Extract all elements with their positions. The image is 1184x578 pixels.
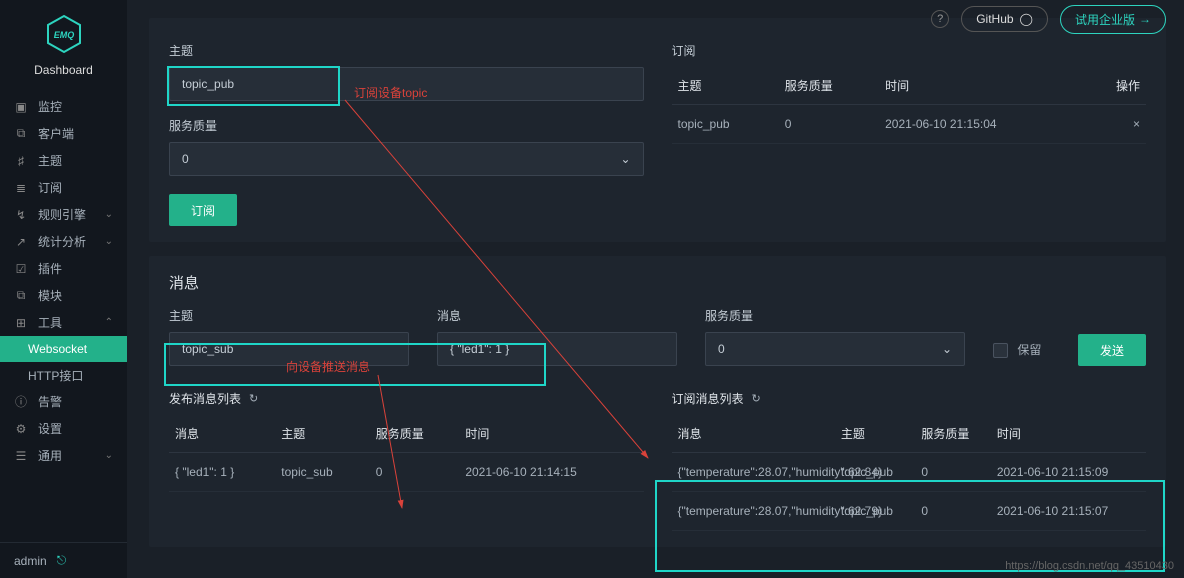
refresh-icon[interactable]: ↻ [249,392,258,405]
subscriptions-table: 主题 服务质量 时间 操作 topic_pub 0 2021-06-10 21:… [672,67,1147,144]
message-panel: 消息 主题 消息 服务质量 0⌄ 保留 发送 发 [149,256,1166,547]
message-body-input[interactable] [437,332,677,366]
th-time: 时间 [879,67,1086,105]
nav-alerts[interactable]: ⓘ告警 [0,388,127,415]
nav-monitoring[interactable]: ▣监控 [0,93,127,120]
table-row: {"temperature":28.07,"humidity":62.79} t… [672,492,1147,531]
topbar: ? GitHub ◯ 试用企业版 → [913,0,1184,38]
topics-icon: ♯ [14,154,28,168]
nav-websocket[interactable]: Websocket [0,336,127,362]
trial-button[interactable]: 试用企业版 → [1060,5,1166,34]
nav-clients[interactable]: ⧉客户端 [0,120,127,147]
github-label: GitHub [976,12,1013,26]
publish-list-table: 消息 主题 服务质量 时间 { "led1": 1 } topic_sub 0 … [169,415,644,492]
chevron-down-icon: ⌄ [620,152,630,166]
nav-settings[interactable]: ⚙设置 [0,415,127,442]
plugin-icon: ☑ [14,262,28,276]
sidebar: EMQ Dashboard ▣监控 ⧉客户端 ♯主题 ≣订阅 ↯规则引擎⌄ ↗统… [0,0,127,578]
help-icon[interactable]: ? [931,10,949,28]
trial-label: 试用企业版 [1075,11,1135,28]
subscribe-qos-select[interactable]: 0⌄ [169,142,644,176]
th-op: 操作 [1086,67,1146,105]
nav-subscriptions[interactable]: ≣订阅 [0,174,127,201]
msg-body-label: 消息 [437,307,677,324]
svg-text:EMQ: EMQ [53,30,74,40]
subscribe-panel: 主题 服务质量 0⌄ 订阅 订阅 主题 服务质量 时间 操作 [149,18,1166,242]
chevron-down-icon: ⌄ [105,209,113,220]
message-title: 消息 [169,272,1146,293]
remove-icon[interactable]: × [1133,117,1140,131]
nav-rule-engine[interactable]: ↯规则引擎⌄ [0,201,127,228]
alert-icon: ⓘ [14,393,28,410]
emq-logo-icon: EMQ [44,14,84,54]
nav: ▣监控 ⧉客户端 ♯主题 ≣订阅 ↯规则引擎⌄ ↗统计分析⌄ ☑插件 ⧉模块 ⊞… [0,83,127,542]
subscribe-button[interactable]: 订阅 [169,194,237,226]
message-topic-input[interactable] [169,332,409,366]
watermark: https://blog.csdn.net/qq_43510430 [1005,560,1174,572]
pub-list-title: 发布消息列表 [169,390,241,407]
github-icon: ◯ [1020,12,1033,26]
nav-plugins[interactable]: ☑插件 [0,255,127,282]
sidebar-footer: admin ⎋ [0,542,127,578]
refresh-icon[interactable]: ↻ [752,392,761,405]
th-qos: 服务质量 [779,67,879,105]
logout-icon[interactable]: ⎋ [57,553,67,568]
tools-icon: ⊞ [14,316,28,330]
sub-table-title: 订阅 [672,42,1147,59]
username: admin [14,554,47,568]
main: 主题 服务质量 0⌄ 订阅 订阅 主题 服务质量 时间 操作 [127,0,1184,578]
nav-topics[interactable]: ♯主题 [0,147,127,174]
chevron-down-icon: ⌄ [105,236,113,247]
msg-qos-label: 服务质量 [705,307,965,324]
chart-icon: ↗ [14,235,28,249]
nav-http-api[interactable]: HTTP接口 [0,362,127,388]
receive-list-table: 消息 主题 服务质量 时间 {"temperature":28.07,"humi… [672,415,1147,531]
subs-icon: ≣ [14,181,28,195]
retain-label: 保留 [1017,343,1041,357]
nav-analytics[interactable]: ↗统计分析⌄ [0,228,127,255]
app-title: Dashboard [0,63,127,77]
table-row: { "led1": 1 } topic_sub 0 2021-06-10 21:… [169,453,644,492]
logo-block: EMQ Dashboard [0,0,127,83]
gear-icon: ⚙ [14,422,28,436]
table-row: topic_pub 0 2021-06-10 21:15:04 × [672,105,1147,144]
recv-list-title: 订阅消息列表 [672,390,744,407]
nav-modules[interactable]: ⧉模块 [0,282,127,309]
arrow-right-icon: → [1139,12,1151,26]
module-icon: ⧉ [14,288,28,303]
chevron-down-icon: ⌄ [942,342,952,356]
general-icon: ☰ [14,449,28,463]
nav-general[interactable]: ☰通用⌄ [0,442,127,469]
clients-icon: ⧉ [14,126,28,141]
qos-label: 服务质量 [169,117,644,134]
msg-topic-label: 主题 [169,307,409,324]
nav-tools[interactable]: ⊞工具⌃ [0,309,127,336]
th-topic: 主题 [672,67,779,105]
table-row: {"temperature":28.07,"humidity":62.84} t… [672,453,1147,492]
github-button[interactable]: GitHub ◯ [961,6,1048,32]
monitor-icon: ▣ [14,100,28,114]
topic-label: 主题 [169,42,644,59]
subscribe-topic-input[interactable] [169,67,644,101]
message-qos-select[interactable]: 0⌄ [705,332,965,366]
send-button[interactable]: 发送 [1078,334,1146,366]
chevron-down-icon: ⌄ [105,450,113,461]
retain-checkbox[interactable] [993,343,1008,358]
rule-icon: ↯ [14,208,28,222]
chevron-up-icon: ⌃ [105,317,113,328]
